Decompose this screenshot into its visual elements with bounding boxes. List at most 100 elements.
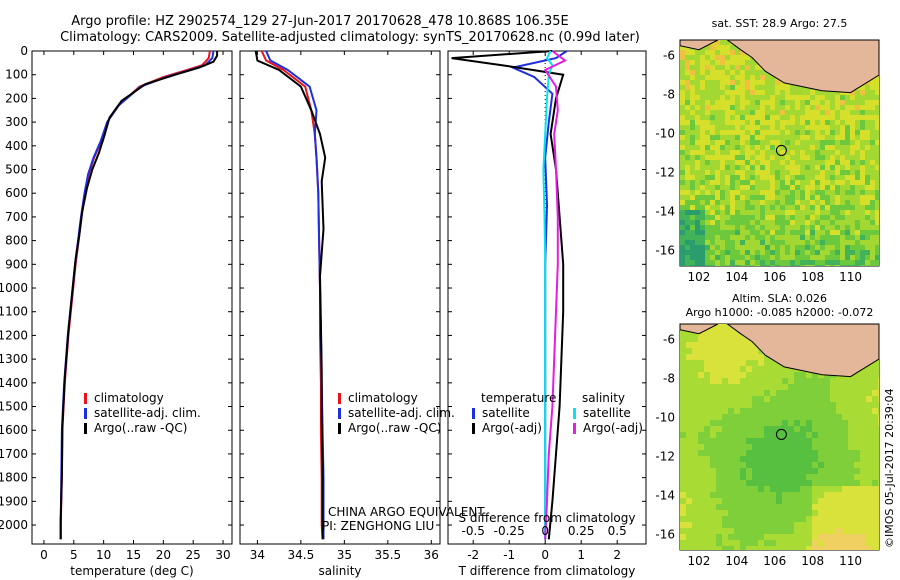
sla-cell <box>710 402 716 408</box>
sla-cell <box>764 414 770 420</box>
sla-cell <box>692 498 698 504</box>
sst-cell <box>755 70 760 75</box>
sst-cell <box>715 180 720 185</box>
sla-cell <box>734 420 740 426</box>
sla-cell <box>854 402 860 408</box>
sla-cell <box>824 468 830 474</box>
sst-cell <box>750 195 755 200</box>
sst-cell <box>790 185 795 190</box>
sla-cell <box>866 432 872 438</box>
sla-cell <box>704 366 710 372</box>
sst-cell <box>805 255 810 260</box>
sla-cell <box>842 414 848 420</box>
sla-cell <box>764 444 770 450</box>
sst-cell <box>780 250 785 255</box>
sla-cell <box>758 366 764 372</box>
sla-cell <box>800 510 806 516</box>
sst-cell <box>740 50 745 55</box>
sst-cell <box>765 215 770 220</box>
sla-cell <box>812 534 818 540</box>
sla-cell <box>836 480 842 486</box>
sst-cell <box>765 155 770 160</box>
sla-cell <box>734 534 740 540</box>
sst-cell <box>840 215 845 220</box>
sla-cell <box>680 534 686 540</box>
sst-cell <box>810 100 815 105</box>
sla-cell <box>836 402 842 408</box>
sst-cell <box>825 265 830 266</box>
sla-cell <box>824 462 830 468</box>
sst-cell <box>855 210 860 215</box>
sst-cell <box>795 185 800 190</box>
sla-cell <box>752 438 758 444</box>
sla-cell <box>812 468 818 474</box>
sst-cell <box>830 120 835 125</box>
sla-cell <box>770 426 776 432</box>
sst-cell <box>805 230 810 235</box>
sst-cell <box>715 85 720 90</box>
sla-cell <box>854 528 860 534</box>
sst-cell <box>715 65 720 70</box>
sst-cell <box>835 175 840 180</box>
sst-cell <box>775 195 780 200</box>
sla-cell <box>740 438 746 444</box>
sst-cell <box>745 105 750 110</box>
sla-cell <box>866 384 872 390</box>
sst-cell <box>865 135 870 140</box>
sla-cell <box>812 516 818 522</box>
sla-cell <box>830 414 836 420</box>
sla-cell <box>872 528 878 534</box>
sst-cell <box>835 265 840 266</box>
sla-cell <box>722 534 728 540</box>
sst-cell <box>725 225 730 230</box>
sla-cell <box>794 516 800 522</box>
sst_map-x-tick-label: 102 <box>687 270 710 284</box>
sla-cell <box>860 498 866 504</box>
sst-cell <box>760 110 765 115</box>
sst-cell <box>805 205 810 210</box>
sst-cell <box>795 265 800 266</box>
sst-cell <box>735 255 740 260</box>
sla-cell <box>752 384 758 390</box>
sst-cell <box>805 200 810 205</box>
sst-cell <box>750 230 755 235</box>
depth-tick-label: 600 <box>5 186 28 200</box>
sla-cell <box>854 522 860 528</box>
sst-cell <box>690 230 695 235</box>
sst-cell <box>685 250 690 255</box>
sst-cell <box>825 165 830 170</box>
sla-cell <box>836 396 842 402</box>
sst-cell <box>695 55 700 60</box>
sla-cell <box>770 480 776 486</box>
sst-cell <box>860 150 865 155</box>
sst-cell <box>710 50 715 55</box>
salinity-legend-swatch <box>338 393 341 404</box>
sst-cell <box>725 205 730 210</box>
sla-cell <box>722 444 728 450</box>
sla-cell <box>794 408 800 414</box>
sla-cell <box>704 348 710 354</box>
sst-cell <box>785 90 790 95</box>
sst-cell <box>705 165 710 170</box>
sst-cell <box>810 255 815 260</box>
sst-cell <box>710 90 715 95</box>
sla-cell <box>848 450 854 456</box>
sst-cell <box>680 135 685 140</box>
sst-cell <box>765 205 770 210</box>
sst-cell <box>790 95 795 100</box>
sla-cell <box>836 390 842 396</box>
sla-cell <box>878 366 879 372</box>
sst-cell <box>805 185 810 190</box>
sst-cell <box>745 190 750 195</box>
sst-cell <box>865 255 870 260</box>
sst-cell <box>730 140 735 145</box>
sla-cell <box>872 378 878 384</box>
sst-cell <box>740 245 745 250</box>
sla-map-subtitle: Argo h1000: -0.085 h2000: -0.072 <box>686 306 874 319</box>
sst-cell <box>795 125 800 130</box>
sla-cell <box>764 390 770 396</box>
sst-cell <box>720 250 725 255</box>
sst-cell <box>820 150 825 155</box>
sst-cell <box>730 190 735 195</box>
sst-cell <box>830 130 835 135</box>
